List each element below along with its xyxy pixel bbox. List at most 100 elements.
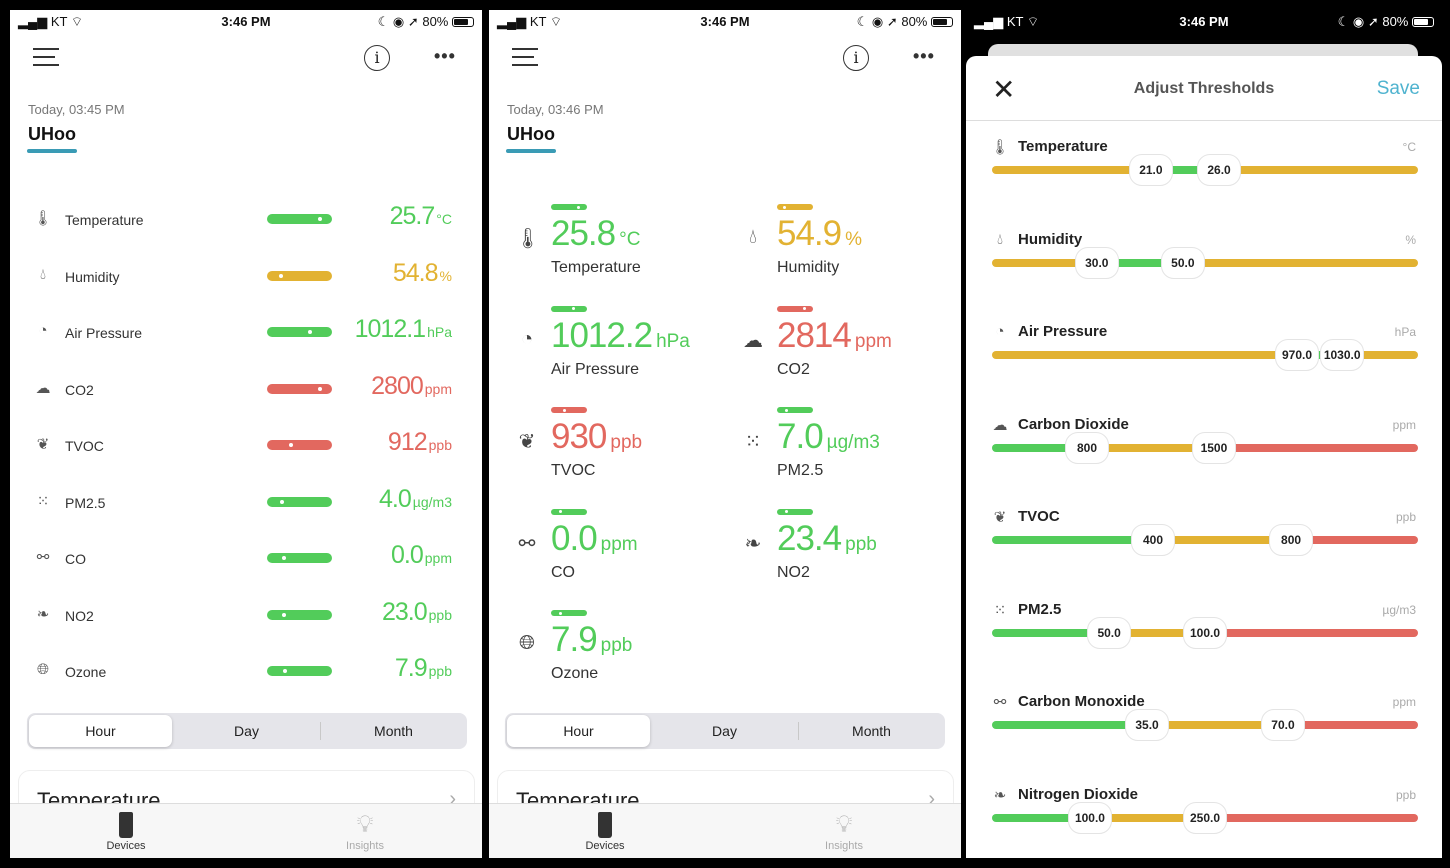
metric-row[interactable]: ❦︎ TVOC 912 ppb xyxy=(10,425,482,465)
threshold-high-handle[interactable]: 1030.0 xyxy=(1320,339,1365,371)
range-tab-day[interactable]: Day xyxy=(234,723,259,739)
metric-row[interactable]: ◔︎ Air Pressure 1012.1 hPa xyxy=(10,312,482,352)
range-tab-hour[interactable]: Hour xyxy=(29,715,172,747)
level-dot xyxy=(572,307,575,310)
metric-tile[interactable]: 🌡︎ 25.8 °C Temperature xyxy=(515,204,761,294)
threshold-high-handle[interactable]: 800 xyxy=(1269,524,1314,556)
level-dot xyxy=(784,510,788,513)
droplet-icon: 💧︎ xyxy=(39,265,46,283)
battery-percent: 80% xyxy=(1382,14,1409,29)
info-icon[interactable]: i xyxy=(364,45,390,71)
metric-label: PM2.5 xyxy=(65,494,106,511)
range-tab-month[interactable]: Month xyxy=(852,723,891,739)
value-unit: ppm xyxy=(424,380,452,397)
thermometer-icon: 🌡︎ xyxy=(990,139,1010,156)
metric-tile[interactable]: ◔︎ 1012.2 hPa Air Pressure xyxy=(521,305,761,396)
tab-insights[interactable]: 💡︎ Insights xyxy=(325,810,405,852)
threshold-row: ⁙︎ PM2.5 µg/m3 50.0 100.0 xyxy=(966,599,1442,689)
metric-label: TVOC xyxy=(551,462,596,479)
threshold-low-handle[interactable]: 800 xyxy=(1064,431,1109,464)
threshold-low-handle[interactable]: 50.0 xyxy=(1087,616,1132,649)
metric-row[interactable]: ☁︎ CO2 2800 ppm xyxy=(10,369,482,409)
threshold-slider[interactable]: 970.0 1030.0 xyxy=(992,339,1418,371)
more-icon[interactable]: ••• xyxy=(913,46,935,66)
value-number: 2814 xyxy=(777,315,852,355)
threshold-slider[interactable]: 400 800 xyxy=(992,524,1418,556)
info-icon[interactable]: i xyxy=(843,45,869,71)
metric-row[interactable]: ❧︎ NO2 23.0 ppb xyxy=(10,595,482,635)
signal-icon: ▂▄▆ xyxy=(974,14,1007,29)
range-tab-day[interactable]: Day xyxy=(712,723,737,739)
menu-icon[interactable] xyxy=(512,48,538,66)
leaf-icon: ❦︎ xyxy=(36,436,50,453)
threshold-low-handle[interactable]: 970.0 xyxy=(1275,339,1320,371)
threshold-low-handle[interactable]: 30.0 xyxy=(1074,246,1119,279)
save-button[interactable]: Save xyxy=(1376,78,1420,99)
threshold-low-handle[interactable]: 100.0 xyxy=(1067,801,1112,834)
threshold-high-handle[interactable]: 1500 xyxy=(1191,431,1236,464)
metric-label: CO2 xyxy=(777,360,810,378)
tab-devices[interactable]: Devices xyxy=(565,810,645,852)
moon-icon: ☾ ◉ ➚ xyxy=(1337,14,1383,29)
threshold-low-handle[interactable]: 35.0 xyxy=(1125,709,1170,741)
slider-segment xyxy=(1342,351,1418,359)
value-unit: ppb xyxy=(845,533,877,555)
threshold-low-handle[interactable]: 400 xyxy=(1131,524,1176,556)
threshold-slider[interactable]: 50.0 100.0 xyxy=(992,616,1418,649)
slider-segment xyxy=(1297,351,1343,359)
metric-tile[interactable]: ⚯︎ 0.0 ppm CO xyxy=(519,508,761,599)
threshold-slider[interactable]: 100.0 250.0 xyxy=(992,801,1418,834)
range-tab-hour[interactable]: Hour xyxy=(507,715,650,747)
device-tab[interactable]: UHoo xyxy=(507,124,555,144)
threshold-high-handle[interactable]: 70.0 xyxy=(1260,709,1305,741)
device-tab[interactable]: UHoo xyxy=(28,124,76,144)
metric-tile[interactable]: 💧︎ 54.9% Humidity xyxy=(749,204,961,294)
threshold-high-handle[interactable]: 100.0 xyxy=(1183,616,1227,649)
metric-row[interactable]: 🌡︎ Temperature 25.7 °C xyxy=(10,199,482,239)
threshold-slider[interactable]: 800 1500 xyxy=(992,431,1418,464)
threshold-slider[interactable]: 35.0 70.0 xyxy=(992,709,1418,741)
cloud-icon: ☁︎ xyxy=(743,329,763,352)
level-dot xyxy=(783,205,786,209)
metric-row[interactable]: ⚯︎ CO 0.0 ppm xyxy=(10,538,482,578)
status-bar-indicator xyxy=(777,508,813,515)
value-unit: ppb xyxy=(600,635,633,656)
menu-icon[interactable] xyxy=(33,48,59,66)
value-unit: ppb xyxy=(428,606,452,623)
more-icon[interactable]: ••• xyxy=(434,46,456,66)
threshold-high-handle[interactable]: 250.0 xyxy=(1183,801,1227,834)
tab-devices[interactable]: Devices xyxy=(86,810,166,852)
sprout-icon: ❧︎ xyxy=(993,786,1007,804)
threshold-high-handle[interactable]: 50.0 xyxy=(1160,246,1205,279)
metric-label: Humidity xyxy=(777,259,840,276)
value-unit: % xyxy=(845,229,863,250)
metric-label: Air Pressure xyxy=(65,325,143,341)
threshold-slider[interactable]: 21.0 26.0 xyxy=(992,154,1418,186)
tab-insights[interactable]: 💡︎ Insights xyxy=(804,810,884,852)
gauge-icon: ◔︎ xyxy=(38,322,48,339)
metric-tile[interactable]: ☁︎ 2814 ppm CO2 xyxy=(743,305,961,396)
range-tab-month[interactable]: Month xyxy=(374,723,413,739)
metric-row[interactable]: 💧︎ Humidity 54.8% xyxy=(10,256,482,296)
metric-tile[interactable]: ❦︎ 930 ppb TVOC xyxy=(519,407,761,497)
metric-tile[interactable]: 🌐︎ 7.9 ppb Ozone xyxy=(519,610,761,700)
metric-tile[interactable]: ⁙︎ 7.0 µg/m3 PM2.5 xyxy=(745,407,961,497)
threshold-row: 🌡︎ Temperature °C 21.0 26.0 xyxy=(966,136,1442,226)
value-number: 7.9 xyxy=(394,654,428,682)
close-icon[interactable]: ✕ xyxy=(992,74,1016,105)
level-dot xyxy=(281,556,286,560)
threshold-label: Carbon Monoxide xyxy=(1018,693,1145,710)
threshold-low-handle[interactable]: 21.0 xyxy=(1128,154,1173,186)
slider-segment xyxy=(992,166,1151,174)
threshold-slider[interactable]: 30.0 50.0 xyxy=(992,246,1418,279)
value-unit: hPa xyxy=(427,324,452,340)
metric-row[interactable]: 🌐︎ Ozone 7.9 ppb xyxy=(10,651,482,691)
particles-icon: ⁙︎ xyxy=(36,492,50,510)
slider-segment xyxy=(992,351,1298,359)
threshold-unit: hPa xyxy=(1394,325,1416,339)
cloud-icon: ☁︎ xyxy=(992,416,1008,434)
slider-segment xyxy=(1205,813,1418,822)
metric-row[interactable]: ⁙︎ PM2.5 4.0 µg/m3 xyxy=(10,482,482,522)
metric-tile[interactable]: ❧︎ 23.4 ppb NO2 xyxy=(745,508,961,599)
threshold-high-handle[interactable]: 26.0 xyxy=(1197,154,1242,186)
